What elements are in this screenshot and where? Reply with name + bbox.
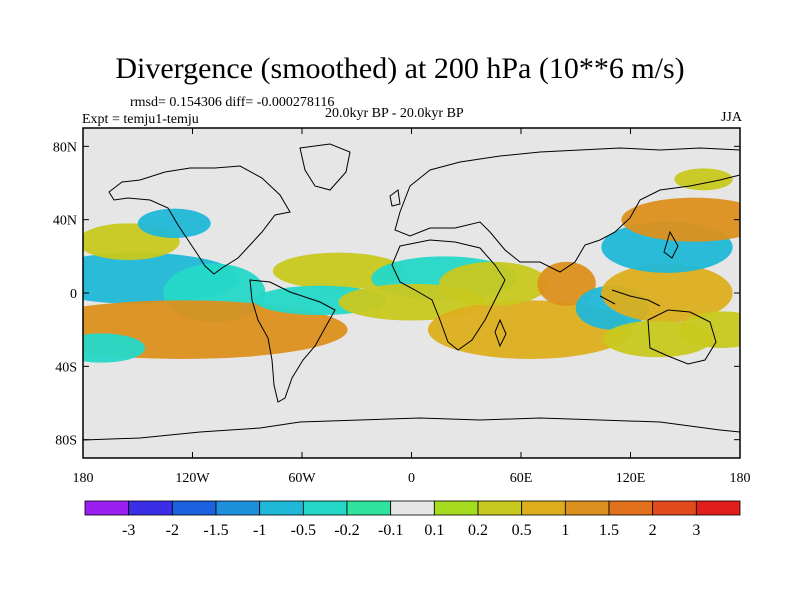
colorbar-label: -0.2 [334, 522, 359, 539]
colorbar-label: 0.5 [512, 522, 532, 539]
contour-region-arabian-div [438, 261, 549, 306]
uk-coast [389, 189, 401, 207]
chart-title: Divergence (smoothed) at 200 hPa (10**6 … [115, 52, 685, 85]
x-tick-label: 180 [730, 471, 751, 486]
colorbar-swatch [171, 500, 217, 516]
x-tick-label: 0 [408, 471, 415, 486]
colorbar-label: -0.1 [378, 522, 403, 539]
colorbar-label: 3 [692, 522, 700, 539]
contour-regions [83, 168, 740, 363]
x-tick-label: 120E [616, 471, 646, 486]
contour-region-south-pacific-conv [83, 333, 146, 363]
x-tick-label: 180 [73, 471, 94, 486]
contour-region-nw-pacific-div [621, 197, 740, 242]
x-tick-label: 60E [510, 471, 533, 486]
colorbar-swatch [84, 500, 130, 516]
colorbar-label: 1 [561, 522, 569, 539]
contour-region-pacific-conv-30n [137, 208, 211, 238]
contour-region-south-pacific-div-band [83, 300, 348, 359]
colorbar-swatch [302, 500, 348, 516]
x-axis-ticks: 180 120W 60W 0 60E 120E 180 [73, 128, 751, 486]
indonesia-coast [599, 289, 661, 307]
colorbar-swatch [346, 500, 392, 516]
coastlines [83, 143, 740, 441]
y-tick-label: 40N [53, 214, 77, 229]
colorbar-swatch [652, 500, 697, 516]
contour-region-west-south-pacific-div [677, 311, 740, 348]
colorbar-label: 0.2 [468, 522, 488, 539]
colorbar-label: -3 [122, 522, 135, 539]
north-america-coast [108, 165, 291, 275]
south-america-coast [249, 279, 336, 403]
africa-coast [391, 239, 506, 351]
y-tick-label: 80N [53, 140, 77, 155]
colorbar-label: 2 [649, 522, 657, 539]
eurasia-coast [394, 147, 740, 273]
colorbar-label: -1.5 [203, 522, 228, 539]
y-axis-ticks: 80N 40N 0 40S 80S [53, 140, 740, 449]
contour-region-west-pacific-div [601, 263, 733, 323]
colorbar-swatch [215, 500, 261, 516]
colorbar-swatch [128, 500, 173, 516]
greenland-coast [299, 143, 351, 191]
colorbar-label: -0.5 [291, 522, 316, 539]
colorbar-swatch [608, 500, 654, 516]
colorbar-label: 0.1 [424, 522, 444, 539]
contour-region-kamchatka-div [674, 168, 733, 191]
experiment-text: Expt = temju1-temju [82, 112, 199, 127]
season-text: JJA [720, 110, 742, 125]
colorbar: -3 -2 -1.5 -1 -0.5 -0.2 -0.1 0.1 0.2 0.5 1 1.5 2 3 [84, 500, 741, 539]
contour-region-bay-bengal-div [537, 261, 596, 306]
contour-region-atlantic-div [272, 252, 405, 290]
period-text: 20.0kyr BP - 20.0kyr BP [325, 106, 464, 121]
rmsd-diff-text: rmsd= 0.154306 diff= -0.000278116 [130, 95, 335, 110]
colorbar-label: -2 [166, 522, 179, 539]
y-tick-label: 80S [55, 434, 77, 449]
y-tick-label: 40S [55, 360, 77, 375]
australia-coast [647, 309, 717, 365]
antarctica-coast [83, 417, 740, 441]
x-tick-label: 120W [175, 471, 210, 486]
madagascar-coast [494, 318, 507, 348]
colorbar-label: 1.5 [599, 522, 619, 539]
colorbar-swatch [477, 500, 523, 516]
colorbar-swatch [521, 500, 566, 516]
japan-coast [663, 230, 679, 259]
colorbar-label: -1 [253, 522, 266, 539]
colorbar-swatch [564, 500, 610, 516]
colorbar-swatch [695, 500, 741, 516]
x-tick-label: 60W [288, 471, 316, 486]
colorbar-swatch [433, 500, 479, 516]
colorbar-swatch [259, 500, 304, 516]
y-tick-label: 0 [70, 287, 77, 302]
colorbar-swatch [390, 500, 435, 516]
